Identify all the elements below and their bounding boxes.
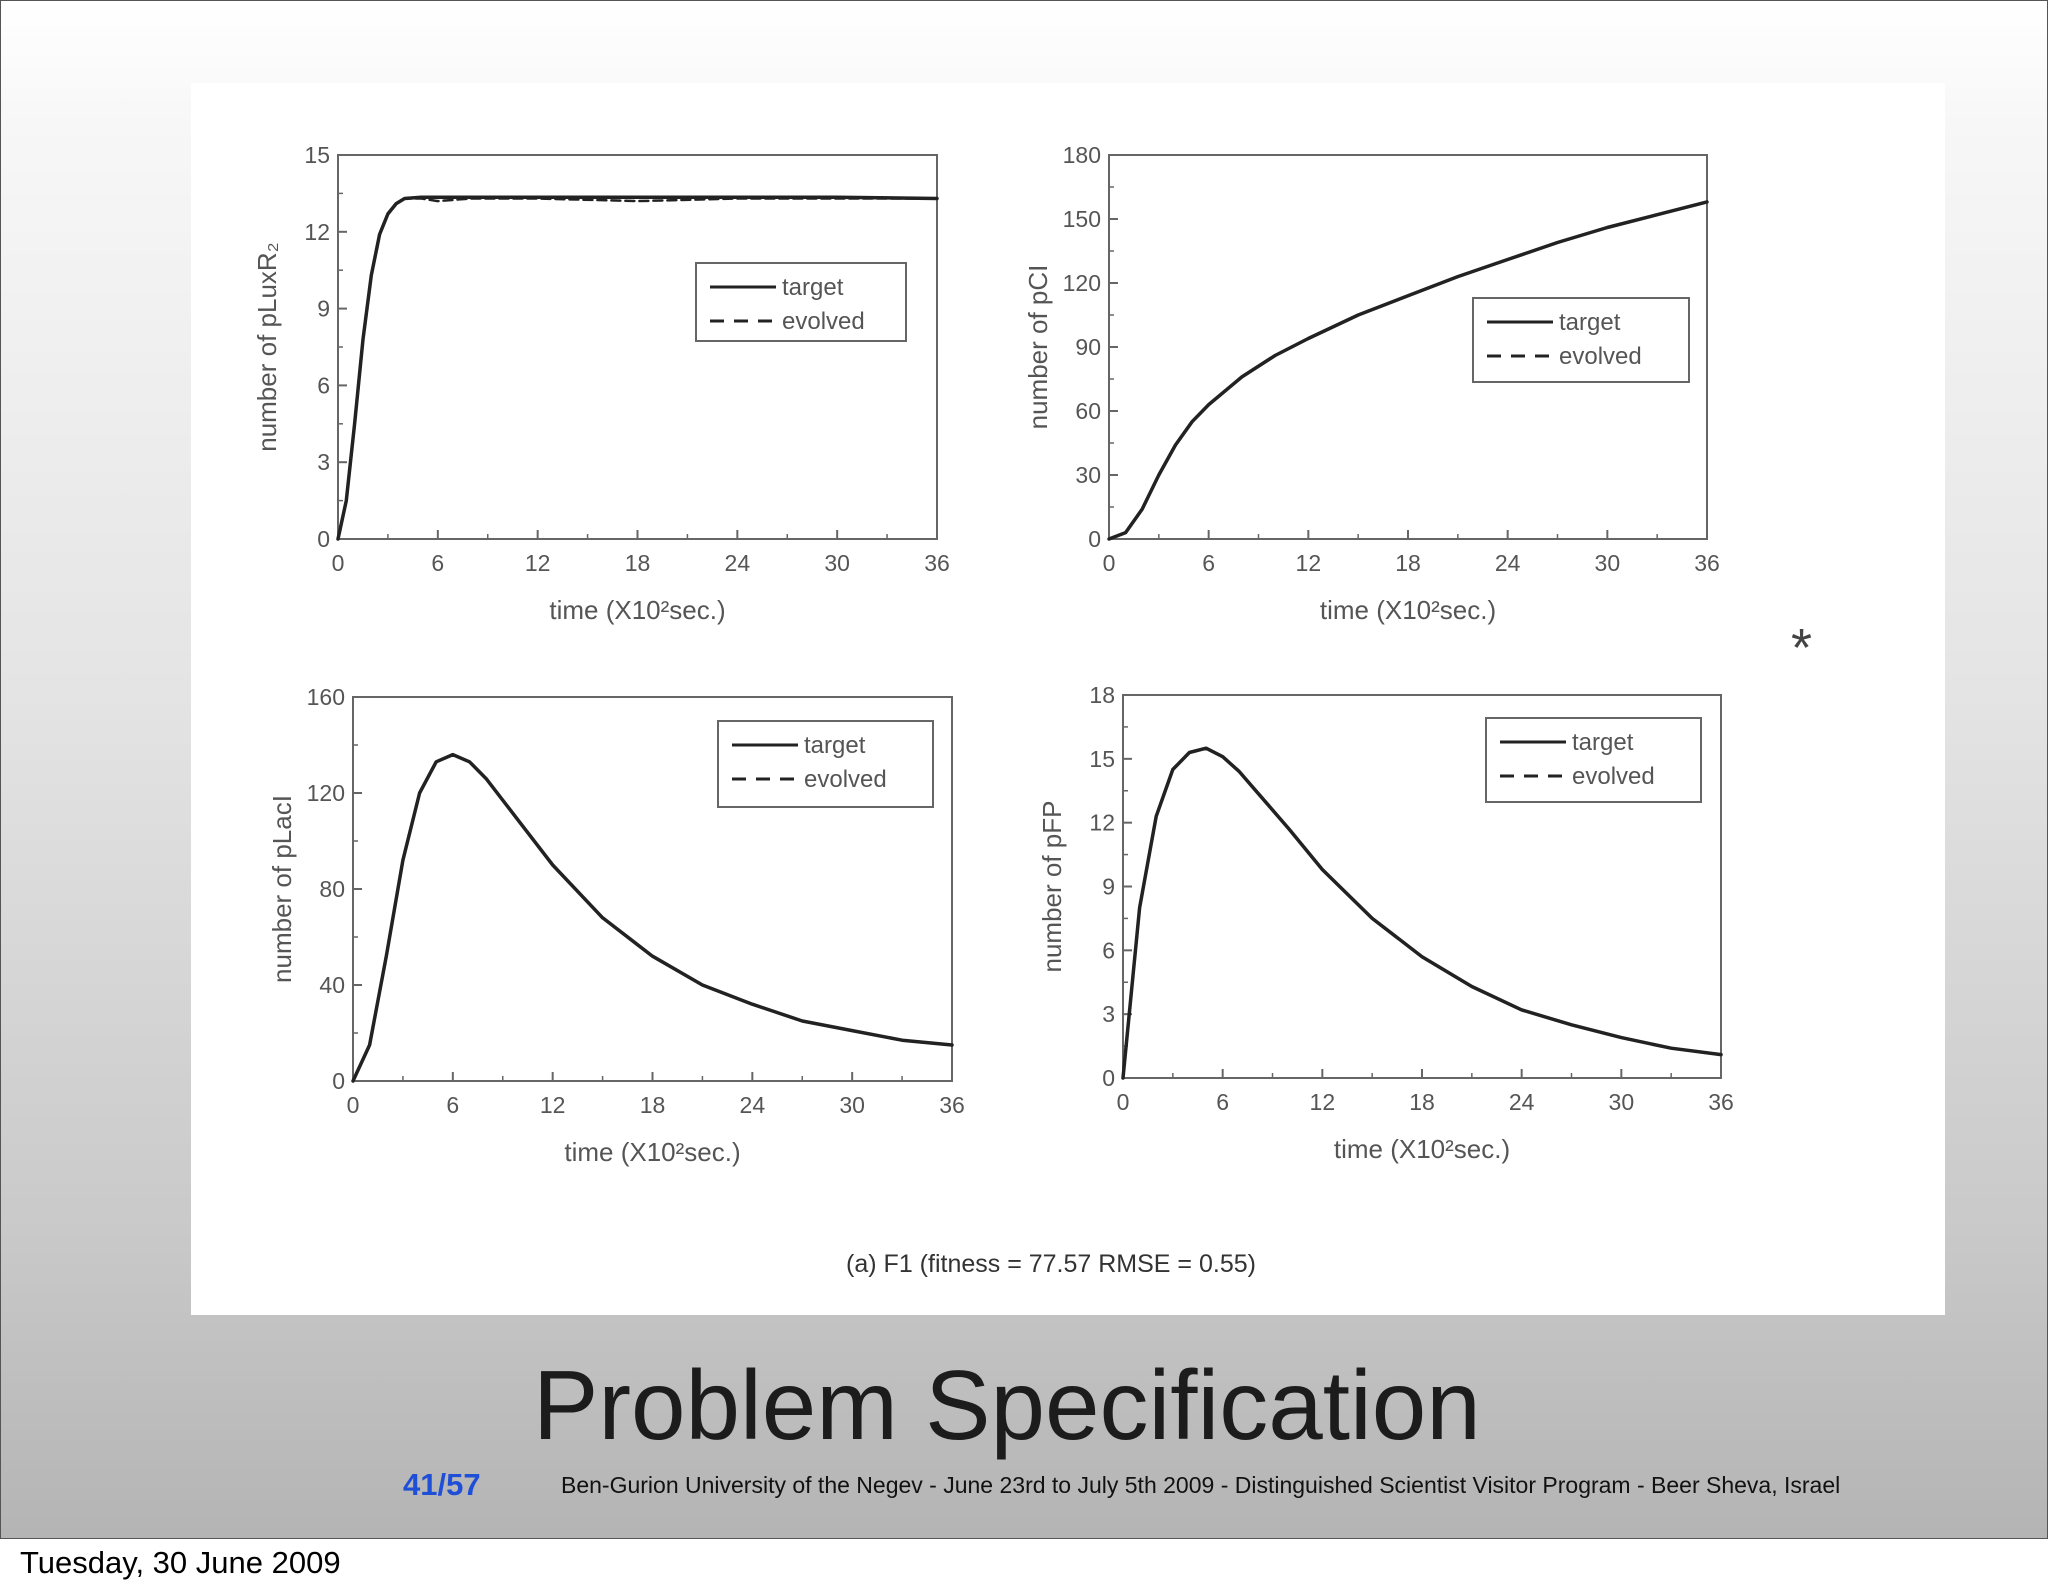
x-tick-label: 30 xyxy=(824,550,850,576)
x-tick-label: 18 xyxy=(1409,1089,1435,1115)
series-line-evolved xyxy=(351,753,954,1083)
page-current: 41 xyxy=(403,1467,438,1502)
y-tick-label: 15 xyxy=(1089,746,1115,772)
x-tick-label: 18 xyxy=(640,1092,666,1118)
y-tick-label: 30 xyxy=(1075,462,1101,488)
figure-caption: (a) F1 (fitness = 77.57 RMSE = 0.55) xyxy=(846,1250,1256,1278)
y-axis-label: number of pFP xyxy=(1037,801,1067,973)
x-tick-label: 0 xyxy=(1117,1089,1130,1115)
y-axis-label: number of pCI xyxy=(1023,265,1053,430)
x-axis-label: time (X10²sec.) xyxy=(564,1137,740,1167)
page-separator: / xyxy=(437,1467,447,1502)
legend-label-evolved: evolved xyxy=(804,766,887,793)
series-line-target xyxy=(336,195,939,541)
x-tick-label: 24 xyxy=(725,550,751,576)
y-tick-label: 120 xyxy=(307,780,345,806)
legend: target evolved xyxy=(695,262,907,342)
x-tick-label: 30 xyxy=(1609,1089,1635,1115)
legend-label-target: target xyxy=(1559,309,1621,336)
legend-label-evolved: evolved xyxy=(1559,343,1642,370)
legend-label-target: target xyxy=(782,274,844,301)
legend-box xyxy=(1472,297,1690,383)
x-tick-label: 18 xyxy=(625,550,651,576)
plot-frame xyxy=(337,154,938,540)
page-number[interactable]: 41/57 xyxy=(403,1467,481,1503)
x-tick-label: 12 xyxy=(525,550,551,576)
x-tick-label: 12 xyxy=(1310,1089,1336,1115)
x-tick-label: 18 xyxy=(1395,550,1421,576)
y-tick-label: 180 xyxy=(1063,142,1101,168)
legend-label-evolved: evolved xyxy=(782,308,865,335)
x-axis-label: time (X10²sec.) xyxy=(1320,595,1496,625)
y-tick-label: 6 xyxy=(1102,937,1115,963)
y-tick-label: 90 xyxy=(1075,334,1101,360)
y-tick-label: 3 xyxy=(317,449,330,475)
x-axis-label: time (X10²sec.) xyxy=(1334,1134,1510,1164)
slide: (a) F1 (fitness = 77.57 RMSE = 0.55) 0 6 1… xyxy=(0,0,2048,1539)
y-tick-label: 80 xyxy=(319,876,345,902)
chart-3: 0 6 12 18 24 30 36 0 40 80 120 160 time (X10²sec.) nu… xyxy=(267,684,965,1167)
x-tick-label: 24 xyxy=(740,1092,766,1118)
y-tick-label: 18 xyxy=(1089,682,1115,708)
x-tick-label: 6 xyxy=(446,1092,459,1118)
x-tick-label: 12 xyxy=(1296,550,1322,576)
figure-panel: (a) F1 (fitness = 77.57 RMSE = 0.55) 0 6 1… xyxy=(191,83,1945,1315)
y-tick-label: 6 xyxy=(317,372,330,398)
date-stamp: Tuesday, 30 June 2009 xyxy=(20,1545,341,1580)
legend: target evolved xyxy=(717,720,934,808)
x-tick-label: 30 xyxy=(1595,550,1621,576)
x-tick-label: 6 xyxy=(431,550,444,576)
series-line-evolved xyxy=(1121,746,1723,1080)
y-tick-label: 150 xyxy=(1063,206,1101,232)
x-tick-label: 6 xyxy=(1202,550,1215,576)
y-axis-label: number of pLuxR₂ xyxy=(252,242,282,452)
y-tick-label: 15 xyxy=(304,142,330,168)
y-tick-label: 0 xyxy=(1088,526,1101,552)
y-tick-label: 12 xyxy=(1089,810,1115,836)
legend-label-target: target xyxy=(1572,729,1634,756)
series-line-evolved xyxy=(1107,200,1709,541)
legend-label-target: target xyxy=(804,732,866,759)
y-tick-label: 0 xyxy=(1102,1065,1115,1091)
legend-label-evolved: evolved xyxy=(1572,763,1655,790)
y-tick-label: 12 xyxy=(304,219,330,245)
y-axis-label: number of pLacI xyxy=(267,795,297,983)
y-tick-label: 60 xyxy=(1075,398,1101,424)
y-tick-label: 9 xyxy=(317,296,330,322)
x-tick-label: 0 xyxy=(332,550,345,576)
slide-title: Problem Specification xyxy=(533,1350,1481,1460)
chart-2: 0 6 12 18 24 30 36 0 30 60 90 120 150 180 time (X10²se… xyxy=(1023,142,1720,625)
footer-text: Ben-Gurion University of the Negev - Jun… xyxy=(561,1472,1841,1498)
x-tick-label: 36 xyxy=(924,550,950,576)
legend-box xyxy=(717,720,934,808)
page-total: 57 xyxy=(446,1467,481,1502)
legend: target evolved xyxy=(1485,717,1702,803)
y-tick-label: 9 xyxy=(1102,874,1115,900)
y-tick-label: 40 xyxy=(319,972,345,998)
x-tick-label: 0 xyxy=(1103,550,1116,576)
y-tick-label: 160 xyxy=(307,684,345,710)
series-line-evolved xyxy=(336,197,939,541)
x-tick-label: 36 xyxy=(1694,550,1720,576)
x-tick-label: 6 xyxy=(1216,1089,1229,1115)
legend: target evolved xyxy=(1472,297,1690,383)
figure-svg: (a) F1 (fitness = 77.57 RMSE = 0.55) 0 6 1… xyxy=(252,142,1734,1278)
x-tick-label: 24 xyxy=(1509,1089,1535,1115)
legend-box xyxy=(1485,717,1702,803)
y-tick-label: 0 xyxy=(332,1068,345,1094)
legend-box xyxy=(695,262,907,342)
x-tick-label: 24 xyxy=(1495,550,1521,576)
x-tick-label: 30 xyxy=(839,1092,865,1118)
y-tick-label: 120 xyxy=(1063,270,1101,296)
x-tick-label: 0 xyxy=(347,1092,360,1118)
y-tick-label: 0 xyxy=(317,526,330,552)
y-tick-label: 3 xyxy=(1102,1001,1115,1027)
asterisk-marker: * xyxy=(1791,618,1813,678)
x-tick-label: 36 xyxy=(1708,1089,1734,1115)
x-tick-label: 12 xyxy=(540,1092,566,1118)
x-axis-label: time (X10²sec.) xyxy=(549,595,725,625)
x-tick-label: 36 xyxy=(939,1092,965,1118)
